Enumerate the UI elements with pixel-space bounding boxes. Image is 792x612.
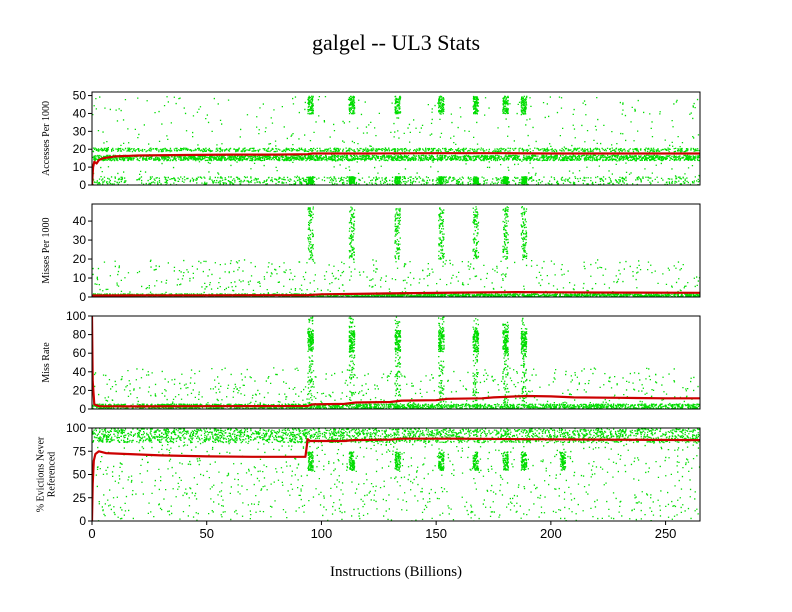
x-tick-label: 200	[540, 526, 562, 541]
y-tick-label: 0	[79, 178, 86, 192]
scatter-series	[92, 316, 700, 409]
y-tick-label: 40	[73, 365, 87, 379]
y-tick-label: 20	[73, 142, 87, 156]
y-tick-label: 20	[73, 252, 87, 266]
scatter-series	[92, 206, 700, 297]
x-tick-label: 0	[88, 526, 95, 541]
panel-2-frame	[91, 203, 701, 298]
cumulative-line	[92, 291, 700, 297]
y-tick-label: 60	[73, 346, 87, 360]
x-tick-label: 150	[425, 526, 447, 541]
y-tick-label: 10	[73, 160, 87, 174]
panel-4-plot-area	[92, 428, 700, 521]
panel-3: 0 20 40 60 80 100 Miss Rate	[41, 309, 701, 416]
scatter-points	[92, 206, 700, 297]
y-tick-label: 40	[73, 214, 87, 228]
scatter-points	[92, 316, 700, 409]
y-axis-title: % Evictions Never	[36, 436, 47, 512]
y-tick-label: 10	[73, 271, 87, 285]
y-tick-label: 40	[73, 106, 87, 120]
x-axis-ticks: 0 50 100 150 200 250	[88, 521, 676, 541]
cumulative-line	[92, 437, 700, 521]
panel-4-marks	[92, 428, 700, 521]
scatter-series	[92, 95, 700, 185]
y-tick-label: 30	[73, 233, 87, 247]
panel-2: 0 10 20 30 40 Misses Per 1000	[41, 203, 701, 304]
cumulative-line	[92, 152, 700, 185]
y-tick-label: 30	[73, 124, 87, 138]
y-tick-label: 0	[79, 514, 86, 528]
panel-1: 0 10 20 30 40 50 Accesses Per 1000	[41, 89, 701, 192]
panel-4: 0 25 50 75 100 % Evictions Never Referenced	[36, 421, 701, 528]
cumulative-line	[92, 316, 700, 408]
panel-3-frame	[91, 315, 701, 410]
chart-panels: 0 10 20 30 40 50 Accesses Per 1000 0 10 20 30 40 Mis…	[36, 89, 701, 528]
y-axis-title: Misses Per 1000	[41, 217, 52, 283]
y-tick-label: 80	[73, 328, 87, 342]
y-tick-label: 50	[73, 468, 87, 482]
scatter-series	[92, 428, 700, 521]
y-tick-label: 50	[73, 89, 87, 103]
panel-1-marks	[92, 95, 700, 185]
y-tick-label: 25	[73, 491, 87, 505]
x-tick-label: 50	[199, 526, 213, 541]
panel-2-marks	[92, 206, 700, 297]
y-tick-label: 75	[73, 444, 87, 458]
y-axis-title: Referenced	[47, 452, 58, 498]
y-tick-label: 100	[66, 421, 86, 435]
y-axis-title: Miss Rate	[41, 342, 52, 383]
y-axis-title: Accesses Per 1000	[41, 101, 52, 176]
panel-3-marks	[92, 316, 700, 409]
scatter-points	[92, 95, 700, 185]
y-tick-label: 0	[79, 290, 86, 304]
scatter-points	[92, 428, 700, 521]
x-axis-title: Instructions (Billions)	[330, 564, 462, 580]
y-tick-label: 100	[66, 309, 86, 323]
x-tick-label: 250	[655, 526, 677, 541]
x-tick-label: 100	[311, 526, 333, 541]
chart-title: galgel -- UL3 Stats	[312, 30, 480, 55]
y-tick-label: 20	[73, 383, 87, 397]
panel-1-frame	[91, 91, 701, 186]
y-tick-label: 0	[79, 402, 86, 416]
